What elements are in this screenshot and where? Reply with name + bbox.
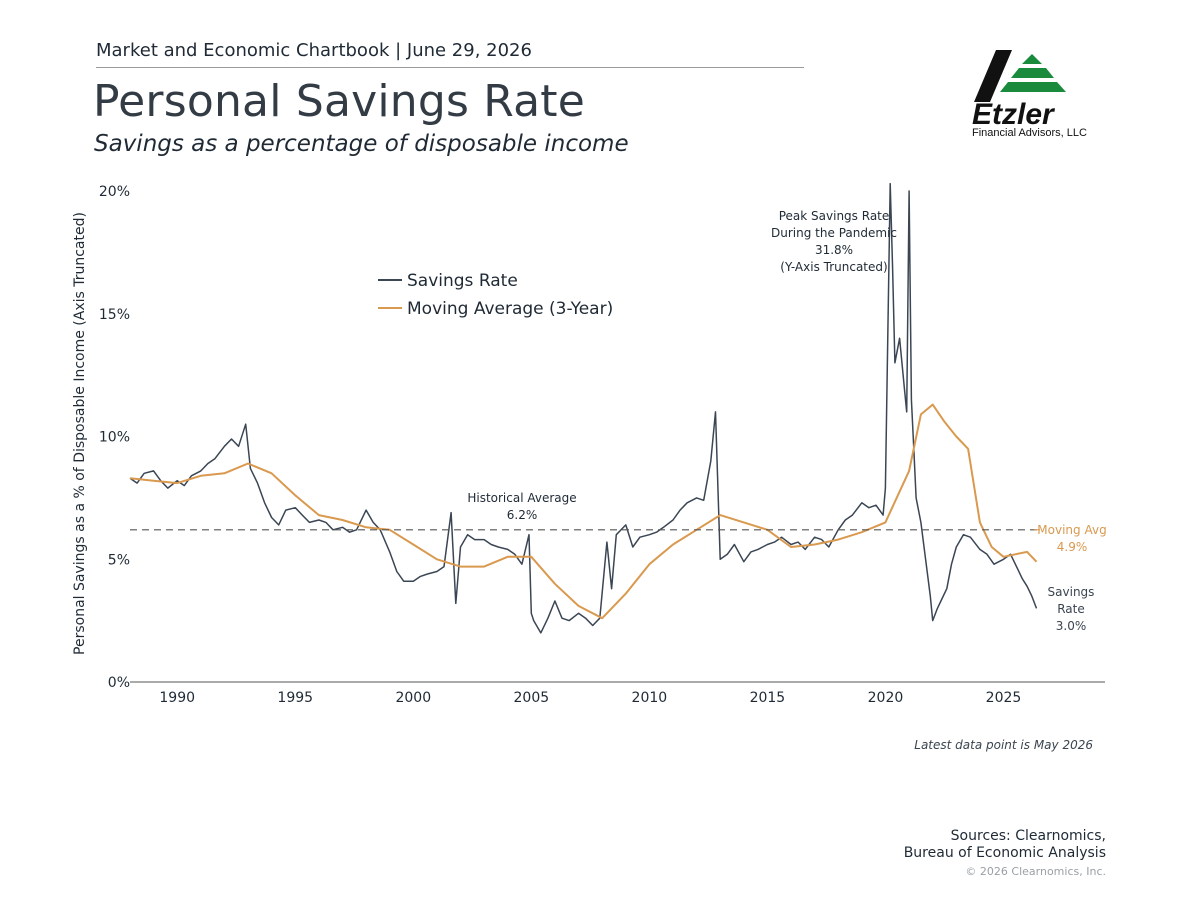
copyright: © 2026 Clearnomics, Inc. bbox=[965, 865, 1106, 878]
x-tick-label: 2025 bbox=[986, 690, 1022, 706]
etzler-logo-icon: Etzler bbox=[972, 50, 1066, 131]
sources-line-1: Sources: Clearnomics, bbox=[950, 828, 1106, 844]
sources-line-2: Bureau of Economic Analysis bbox=[903, 845, 1106, 861]
sources-note: Sources: Clearnomics, Bureau of Economic… bbox=[904, 828, 1106, 862]
x-tick-label: 2000 bbox=[395, 690, 431, 706]
moving-avg-end-label: Moving Avg bbox=[1037, 523, 1106, 537]
logo-wordmark: Etzler bbox=[972, 98, 1056, 131]
y-tick-label: 5% bbox=[108, 552, 130, 568]
series-line-moving-average bbox=[129, 403, 1038, 620]
logo-triangle-middle bbox=[1011, 68, 1054, 78]
x-tick-label: 2015 bbox=[750, 690, 786, 706]
y-tick-label: 0% bbox=[108, 675, 130, 691]
historical-average-value: 6.2% bbox=[507, 508, 538, 522]
peak-annotation-line: Peak Savings Rate bbox=[779, 209, 890, 223]
x-tick-label: 2005 bbox=[514, 690, 550, 706]
chartbook-header: Market and Economic Chartbook | June 29,… bbox=[96, 40, 532, 61]
series-layer bbox=[129, 182, 1038, 634]
peak-annotation-line: During the Pandemic bbox=[771, 226, 897, 240]
axes-layer: 1990 1995 2000 2005 2010 2015 2020 2025 0% 5% 10% 1… bbox=[72, 184, 1105, 706]
x-tick-label: 2010 bbox=[632, 690, 668, 706]
peak-annotation-line: 31.8% bbox=[815, 243, 853, 257]
header-divider bbox=[96, 67, 804, 68]
y-tick-label: 20% bbox=[99, 184, 130, 200]
moving-avg-end-label: 4.9% bbox=[1057, 540, 1088, 554]
x-tick-label: 1995 bbox=[277, 690, 313, 706]
y-tick-label: 10% bbox=[99, 430, 130, 446]
savings-rate-end-label: 3.0% bbox=[1056, 619, 1087, 633]
page-subtitle: Savings as a percentage of disposable in… bbox=[94, 131, 629, 157]
legend-label: Moving Average (3-Year) bbox=[407, 299, 613, 319]
y-axis-title: Personal Savings as a % of Disposable In… bbox=[72, 212, 88, 655]
logo-triangle-bottom bbox=[1000, 82, 1066, 92]
latest-data-note: Latest data point is May 2026 bbox=[914, 738, 1093, 752]
annotation-layer: Historical Average 6.2% Peak Savings Rate D… bbox=[130, 209, 1107, 633]
savings-rate-end-label: Rate bbox=[1057, 602, 1085, 616]
logo-slash-shape bbox=[974, 50, 1012, 102]
legend: Savings Rate Moving Average (3-Year) bbox=[378, 271, 613, 319]
page-title: Personal Savings Rate bbox=[93, 76, 586, 127]
legend-label: Savings Rate bbox=[407, 271, 518, 291]
y-tick-label: 15% bbox=[99, 307, 130, 323]
savings-rate-end-label: Savings bbox=[1048, 585, 1095, 599]
historical-average-label: Historical Average bbox=[467, 491, 576, 505]
logo-triangle-top bbox=[1022, 54, 1042, 64]
logo-caption: Financial Advisors, LLC bbox=[972, 127, 1087, 139]
x-tick-label: 2020 bbox=[868, 690, 904, 706]
x-tick-label: 1990 bbox=[159, 690, 195, 706]
peak-annotation-line: (Y-Axis Truncated) bbox=[780, 260, 887, 274]
series-line-savings-rate bbox=[129, 182, 1038, 634]
